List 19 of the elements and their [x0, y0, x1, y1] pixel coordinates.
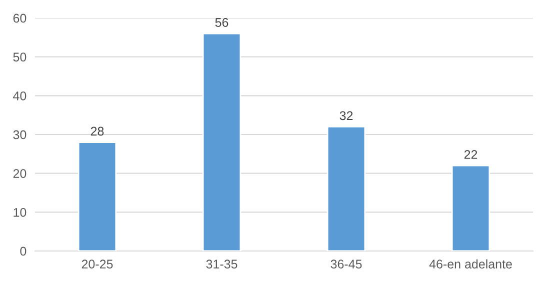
x-tick-label: 46-en adelante: [429, 259, 512, 269]
y-tick-label: 20: [13, 169, 26, 178]
x-tick-label: 20-25: [82, 260, 113, 269]
y-tick-label: 30: [13, 130, 26, 140]
data-label: 22: [464, 150, 478, 159]
y-tick-label: 10: [14, 208, 26, 217]
data-label: 56: [215, 18, 228, 27]
bar: [451, 164, 490, 251]
bar: [78, 142, 117, 251]
x-tick-label: 31-35: [206, 260, 238, 269]
y-tick-label: 0: [20, 246, 26, 256]
data-label: 28: [90, 126, 104, 136]
y-tick-label: 50: [13, 52, 26, 62]
bar: [326, 126, 366, 251]
y-tick-label: 60: [13, 14, 26, 23]
bar: [202, 32, 242, 251]
x-tick-label: 36-45: [330, 260, 362, 269]
y-tick-label: 40: [13, 91, 26, 100]
data-label: 32: [340, 111, 353, 120]
